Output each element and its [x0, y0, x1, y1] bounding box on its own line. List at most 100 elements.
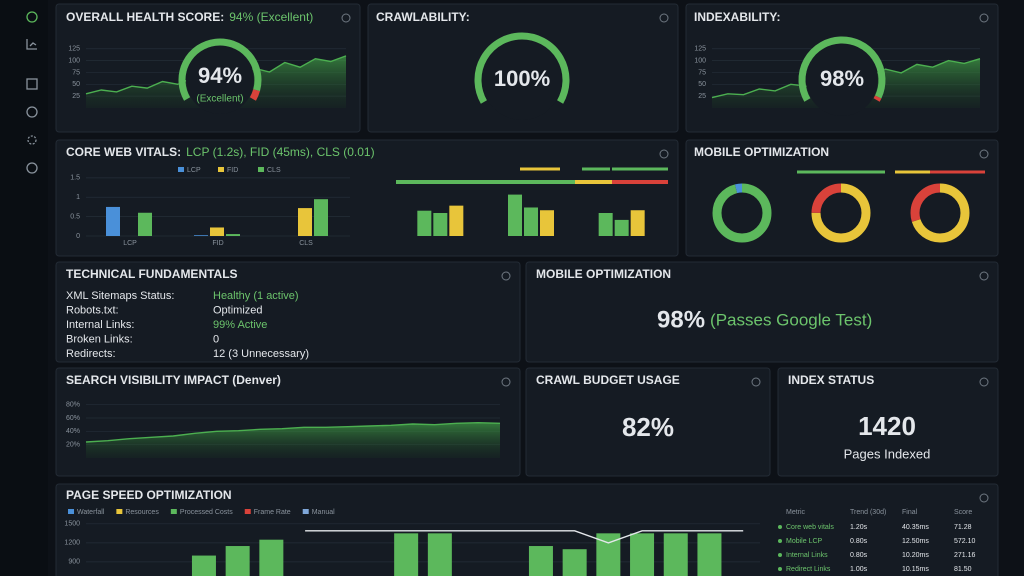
- table-header: Trend (30d): [850, 509, 886, 516]
- panel: [55, 483, 999, 576]
- gauge-caption: (Excellent): [196, 94, 243, 105]
- nav-icon[interactable]: [26, 106, 38, 118]
- status-dot: [778, 525, 782, 529]
- x-tick-label: CLS: [299, 240, 313, 247]
- bar: [210, 227, 224, 236]
- panel-title: CRAWLABILITY:: [376, 10, 470, 24]
- row-value: 0: [213, 333, 219, 345]
- table-cell: 1.20s: [850, 524, 868, 531]
- bar: [191, 555, 216, 576]
- y-tick-label: 1200: [64, 540, 80, 547]
- y-tick-label: 80%: [66, 402, 80, 409]
- panel-title: CORE WEB VITALS:: [66, 145, 181, 159]
- table-cell: 572.10: [954, 538, 976, 545]
- nav-icon[interactable]: [26, 78, 38, 90]
- row-label: Internal Links:: [66, 319, 134, 331]
- nav-icon[interactable]: [26, 11, 38, 23]
- row-label: Robots.txt:: [66, 304, 119, 316]
- nav-icon[interactable]: [26, 39, 37, 50]
- bar: [449, 205, 464, 236]
- y-tick-label: 100: [694, 57, 706, 64]
- bar: [614, 219, 629, 236]
- legend-swatch: [178, 167, 184, 172]
- panel-title: CRAWL BUDGET USAGE: [536, 373, 680, 387]
- legend-label: CLS: [267, 167, 281, 174]
- info-icon[interactable]: [501, 377, 511, 387]
- panel-title: MOBILE OPTIMIZATION: [694, 145, 829, 159]
- table-cell: 81.50: [954, 566, 972, 573]
- row-label: XML Sitemaps Status:: [66, 290, 174, 302]
- summary: LCP (1.2s), FID (45ms), CLS (0.01): [186, 145, 375, 159]
- table-cell: 0.80s: [850, 538, 868, 545]
- legend-swatch: [170, 509, 177, 514]
- info-icon[interactable]: [979, 13, 989, 23]
- info-icon[interactable]: [751, 377, 761, 387]
- gauge-value: [178, 38, 262, 101]
- y-tick-label: 40%: [66, 428, 80, 435]
- info-icon[interactable]: [659, 13, 669, 23]
- big-value: 82%: [622, 412, 674, 442]
- legend-swatch: [244, 509, 251, 514]
- legend-swatch: [68, 509, 74, 514]
- y-tick-label: 50: [72, 81, 80, 88]
- donut-segment: [910, 183, 970, 243]
- panel: [777, 367, 999, 477]
- bar: [433, 213, 448, 236]
- y-tick-label: 0: [76, 233, 80, 240]
- status-dot: [778, 539, 782, 543]
- donut-segment: [712, 183, 772, 243]
- bar: [524, 207, 538, 236]
- info-icon[interactable]: [979, 271, 989, 281]
- sidebar-icons: [26, 11, 38, 174]
- status: 94% (Excellent): [229, 10, 313, 24]
- panel-title: OVERALL HEALTH SCORE:: [66, 10, 224, 24]
- gauge-rest: [873, 95, 882, 102]
- bar: [508, 194, 522, 236]
- panel-title: PAGE SPEED OPTIMIZATION: [66, 488, 232, 502]
- gauge-label: 94%: [198, 63, 242, 88]
- nav-icon[interactable]: [26, 162, 38, 174]
- table-cell: 71.28: [954, 524, 972, 531]
- legend-swatch: [258, 167, 264, 172]
- panel: [525, 261, 999, 363]
- nav-icon[interactable]: [27, 135, 37, 145]
- y-tick-label: 0.5: [70, 213, 80, 220]
- gauge-backdrop: [482, 40, 562, 120]
- y-tick-label: 1: [76, 194, 80, 201]
- info-icon[interactable]: [501, 271, 511, 281]
- bar: [194, 235, 208, 236]
- panel-title: INDEXABILITY:: [694, 10, 780, 24]
- panel: [55, 261, 521, 363]
- line: [85, 421, 501, 443]
- table-cell: 271.16: [954, 552, 976, 559]
- legend-label: Frame Rate: [254, 509, 291, 516]
- legend-label: FID: [227, 167, 238, 174]
- panel-title: TECHNICAL FUNDAMENTALS: [66, 267, 238, 281]
- bar: [225, 546, 250, 576]
- y-tick-label: 75: [698, 69, 706, 76]
- big-value: 98%: [657, 306, 705, 333]
- table-cell: Redirect Links: [786, 566, 831, 573]
- legend-label: Resources: [125, 509, 159, 516]
- table-cell: 12.50ms: [902, 538, 929, 545]
- info-icon[interactable]: [341, 13, 351, 23]
- table-cell: Mobile LCP: [786, 538, 823, 545]
- bar: [226, 234, 240, 236]
- info-icon[interactable]: [979, 493, 989, 503]
- table-cell: 1.00s: [850, 566, 868, 573]
- bar: [298, 208, 312, 236]
- gauge-rest: [249, 89, 260, 101]
- line: [305, 530, 744, 544]
- info-icon[interactable]: [979, 149, 989, 159]
- y-tick-label: 20%: [66, 442, 80, 449]
- panel: [525, 367, 771, 477]
- donut-segment: [811, 183, 871, 243]
- legend-label: Waterfall: [77, 509, 105, 516]
- info-icon[interactable]: [979, 377, 989, 387]
- row-value: 12 (3 Unnecessary): [213, 348, 309, 360]
- y-tick-label: 125: [68, 46, 80, 53]
- y-tick-label: 75: [72, 69, 80, 76]
- info-icon[interactable]: [659, 149, 669, 159]
